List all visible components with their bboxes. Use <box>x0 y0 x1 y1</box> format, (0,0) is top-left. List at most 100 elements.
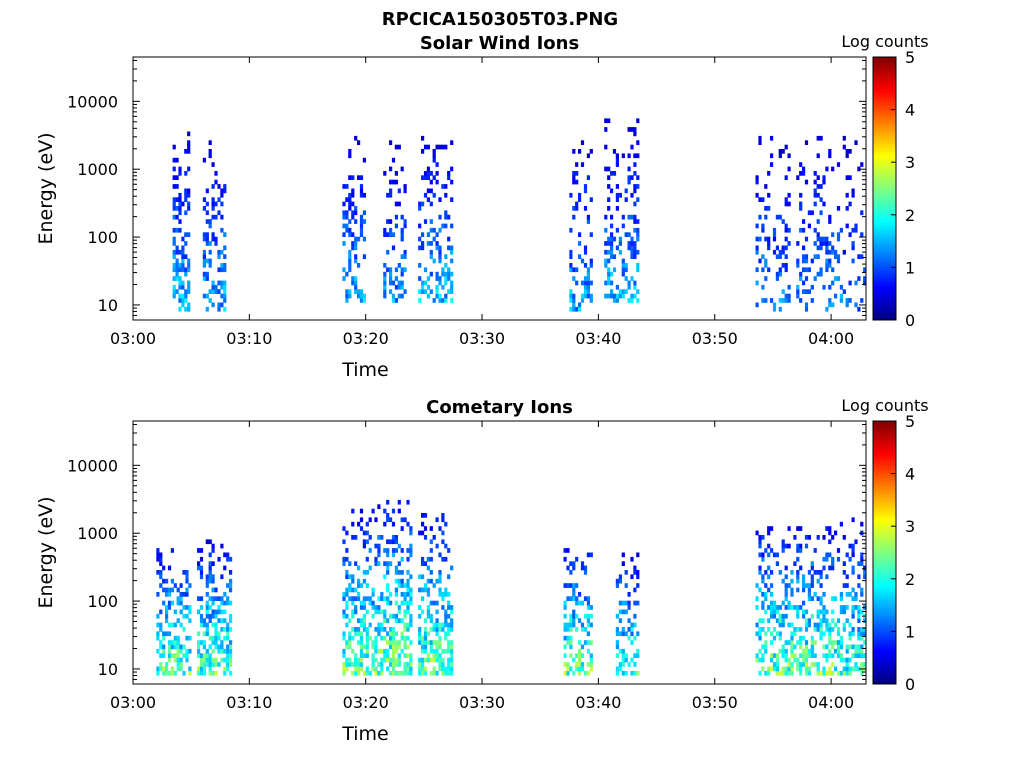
spectrogram-cell <box>854 227 858 233</box>
spectrogram-cell <box>179 592 183 597</box>
spectrogram-cell <box>822 236 826 242</box>
colorbar-band <box>873 586 896 590</box>
spectrogram-cell <box>432 600 436 606</box>
spectrogram-cell <box>184 254 188 259</box>
spectrogram-cell <box>604 127 608 132</box>
spectrogram-cell <box>178 263 182 268</box>
spectrogram-cell <box>799 565 803 571</box>
spectrogram-cell <box>822 631 826 637</box>
y-tick-label: 10000 <box>67 92 118 111</box>
spectrogram-cell <box>377 543 381 549</box>
spectrogram-cell <box>389 640 393 645</box>
spectrogram-cell <box>790 653 794 658</box>
spectrogram-cell <box>624 670 628 676</box>
spectrogram-cell <box>397 284 401 290</box>
spectrogram-cell <box>182 570 186 575</box>
spectrogram-cell <box>770 640 774 645</box>
spectrogram-cell <box>167 644 172 650</box>
spectrogram-cell <box>799 640 803 645</box>
spectrogram-cell <box>351 600 355 606</box>
spectrogram-cell <box>615 644 619 650</box>
spectrogram-cells <box>156 499 867 676</box>
spectrogram-cell <box>394 276 398 281</box>
colorbar-band <box>873 486 896 490</box>
spectrogram-cell <box>208 613 212 619</box>
colorbar-band <box>873 312 896 316</box>
spectrogram-cell <box>220 267 224 273</box>
spectrogram-cell <box>860 644 864 650</box>
spectrogram-cell <box>184 210 188 216</box>
spectrogram-cell <box>359 508 364 514</box>
spectrogram-cell <box>828 670 832 676</box>
spectrogram-cell <box>447 666 451 672</box>
spectrogram-cell <box>423 513 428 518</box>
spectrogram-cell <box>772 227 777 233</box>
spectrogram-cell <box>633 613 637 619</box>
spectrogram-cell <box>421 640 425 645</box>
spectrogram-cell <box>863 276 867 281</box>
spectrogram-cell <box>429 526 433 531</box>
spectrogram-cell <box>799 653 803 658</box>
spectrogram-cell <box>636 140 640 145</box>
spectrogram-cell <box>199 640 204 645</box>
spectrogram-cell <box>578 192 582 198</box>
spectrogram-cell <box>176 644 180 650</box>
spectrogram-cell <box>755 223 759 229</box>
colorbar-band <box>873 599 896 603</box>
spectrogram-cell <box>633 662 637 667</box>
spectrogram-cell <box>386 192 390 198</box>
spectrogram-cell <box>828 552 832 558</box>
spectrogram-cell <box>345 271 349 277</box>
spectrogram-cell <box>208 578 212 584</box>
spectrogram-cell <box>615 613 619 619</box>
spectrogram-cell <box>810 613 814 619</box>
spectrogram-cell <box>839 293 843 299</box>
spectrogram-cell <box>185 587 189 593</box>
spectrogram-cell <box>432 657 436 663</box>
x-tick-label: 03:20 <box>343 693 389 712</box>
spectrogram-cell <box>627 627 631 632</box>
spectrogram-cell <box>214 662 218 667</box>
spectrogram-cell <box>787 192 791 198</box>
spectrogram-cell <box>816 622 820 628</box>
spectrogram-cell <box>816 219 820 224</box>
colorbar-band <box>873 104 896 108</box>
spectrogram-cell <box>438 258 442 264</box>
spectrogram-cell <box>851 245 855 251</box>
spectrogram-cell <box>834 596 838 601</box>
spectrogram-cell <box>211 648 215 654</box>
spectrogram-cell <box>426 293 430 299</box>
spectrogram-cell <box>834 622 838 628</box>
spectrogram-cell <box>421 561 425 566</box>
spectrogram-cell <box>839 644 843 650</box>
spectrogram-cell <box>575 653 579 658</box>
spectrogram-cell <box>793 627 797 632</box>
y-axis-label: Energy (eV) <box>35 132 57 244</box>
spectrogram-cell <box>804 670 809 676</box>
spectrogram-cell <box>761 574 765 580</box>
colorbar-band <box>873 492 896 496</box>
spectrogram-cell <box>450 605 454 610</box>
spectrogram-cell <box>444 276 448 281</box>
spectrogram-cell <box>575 666 579 672</box>
spectrogram-cell <box>342 556 346 562</box>
spectrogram-cell <box>409 613 413 619</box>
spectrogram-cell <box>569 306 573 312</box>
colorbar-band <box>873 264 896 268</box>
spectrogram-cell <box>621 662 625 667</box>
spectrogram-cell <box>211 613 215 619</box>
spectrogram-cell <box>813 653 817 658</box>
spectrogram-cell <box>799 271 803 277</box>
spectrogram-cell <box>391 613 396 619</box>
spectrogram-cell <box>217 644 221 650</box>
spectrogram-cell <box>627 635 631 641</box>
colorbar-band <box>873 288 896 292</box>
spectrogram-cell <box>217 197 221 202</box>
spectrogram-cell <box>432 175 436 180</box>
spectrogram-cell <box>845 618 849 623</box>
spectrogram-cell <box>421 289 425 294</box>
spectrogram-cell <box>615 192 619 198</box>
spectrogram-cell <box>796 605 800 610</box>
spectrogram-cell <box>403 188 407 194</box>
spectrogram-cell <box>627 280 631 286</box>
